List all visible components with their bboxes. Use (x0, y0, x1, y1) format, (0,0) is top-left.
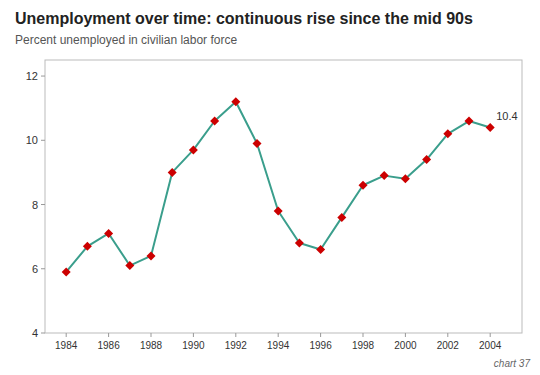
x-tick (193, 333, 194, 337)
x-tick-label: 1994 (267, 340, 290, 351)
data-point (295, 239, 304, 248)
x-tick-label: 2002 (437, 340, 460, 351)
plot-frame (45, 60, 522, 333)
chart-subtitle: Percent unemployed in civilian labor for… (15, 33, 237, 47)
data-point (125, 261, 134, 270)
data-point (147, 251, 156, 260)
x-tick (278, 333, 279, 337)
x-tick (447, 333, 448, 337)
chart-svg: Unemployment over time: continuous rise … (0, 0, 540, 375)
data-point (210, 117, 219, 126)
x-tick (235, 333, 236, 337)
y-tick (41, 76, 45, 77)
x-tick (108, 333, 109, 337)
plot-data (62, 97, 495, 276)
data-point (62, 267, 71, 276)
x-tick-label: 1988 (140, 340, 163, 351)
chart-container: Unemployment over time: continuous rise … (0, 0, 540, 375)
x-tick (320, 333, 321, 337)
x-tick-label: 1986 (97, 340, 120, 351)
x-tick (490, 333, 491, 337)
y-tick (41, 204, 45, 205)
data-point (83, 242, 92, 251)
data-point (422, 155, 431, 164)
data-point (401, 174, 410, 183)
y-tick-label: 8 (32, 199, 38, 211)
data-point (231, 97, 240, 106)
data-point (337, 213, 346, 222)
y-tick-label: 6 (32, 263, 38, 275)
x-tick-label: 1984 (55, 340, 78, 351)
y-tick-label: 12 (26, 70, 38, 82)
data-point (486, 123, 495, 132)
data-point (359, 181, 368, 190)
data-point (189, 145, 198, 154)
x-tick (151, 333, 152, 337)
x-tick-label: 1998 (352, 340, 375, 351)
data-point (465, 117, 474, 126)
y-tick (41, 140, 45, 141)
data-point (253, 139, 262, 148)
y-tick (41, 268, 45, 269)
chart-note: chart 37 (494, 358, 531, 369)
x-tick-label: 2004 (479, 340, 502, 351)
data-point (104, 229, 113, 238)
data-point (316, 245, 325, 254)
chart-title: Unemployment over time: continuous rise … (15, 10, 473, 27)
data-point (380, 171, 389, 180)
data-point (168, 168, 177, 177)
x-tick (363, 333, 364, 337)
x-tick-label: 1996 (309, 340, 332, 351)
x-tick (66, 333, 67, 337)
data-point (443, 129, 452, 138)
x-tick-label: 1992 (225, 340, 248, 351)
y-tick-label: 10 (26, 134, 38, 146)
data-point (274, 206, 283, 215)
x-tick-label: 1990 (182, 340, 205, 351)
data-line (66, 102, 490, 272)
y-tick-label: 4 (32, 327, 38, 339)
y-tick (41, 333, 45, 334)
x-tick (405, 333, 406, 337)
annotation: 10.4 (496, 110, 517, 122)
x-tick-label: 2000 (394, 340, 417, 351)
